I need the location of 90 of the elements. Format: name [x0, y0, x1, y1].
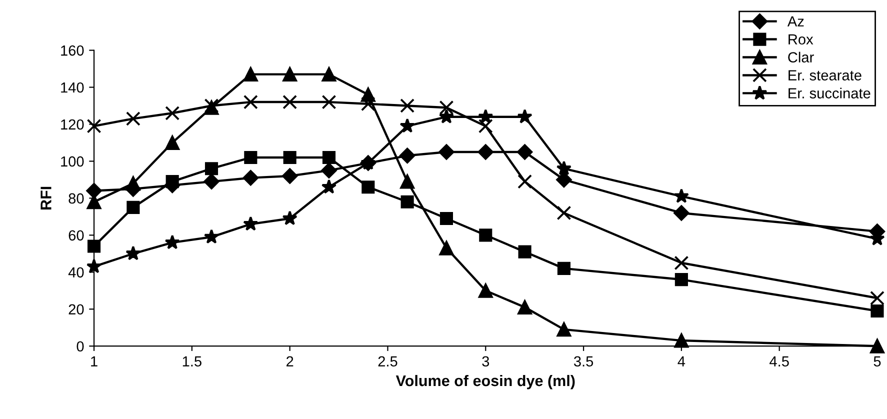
y-tick-label: 0: [76, 341, 84, 352]
y-axis-title: RFI: [40, 186, 52, 210]
point: [322, 94, 336, 110]
point: [518, 300, 532, 314]
y-tick-label: 80: [68, 193, 84, 204]
point: [478, 108, 494, 124]
point: [282, 210, 298, 226]
x-tick-label: 4.5: [770, 356, 789, 367]
point: [439, 240, 454, 256]
point: [243, 67, 258, 82]
point: [282, 67, 298, 82]
point: [556, 172, 572, 188]
point: [126, 111, 140, 126]
point: [244, 150, 258, 164]
y-tick-label: 140: [61, 82, 84, 93]
point: [399, 148, 416, 164]
point: [870, 304, 884, 318]
x-tick-label: 5: [874, 356, 881, 367]
point: [518, 174, 532, 189]
point: [478, 283, 493, 298]
y-tick-label: 120: [61, 119, 84, 130]
point: [86, 182, 102, 199]
point: [518, 245, 532, 258]
point: [440, 212, 453, 226]
point: [164, 234, 180, 250]
point: [86, 258, 102, 274]
point: [321, 179, 337, 194]
point: [204, 174, 220, 190]
point: [438, 144, 454, 160]
point: [243, 216, 258, 231]
x-tick-label: 3: [482, 356, 490, 367]
point: [438, 108, 454, 124]
x-tick-label: 1.5: [182, 356, 202, 367]
point: [557, 262, 570, 275]
x-tick-label: 2.5: [378, 356, 398, 367]
point: [674, 273, 688, 286]
x-tick-label: 1: [91, 356, 98, 366]
y-tick-label: 60: [68, 230, 84, 241]
point: [360, 96, 376, 112]
point: [322, 150, 336, 164]
point: [166, 175, 179, 188]
point: [870, 338, 884, 354]
y-tick-label: 40: [68, 267, 84, 278]
point: [126, 200, 140, 214]
legend-label: Er. stearate: [788, 70, 862, 80]
point: [674, 333, 689, 348]
point: [204, 162, 218, 176]
legend-label: Clar: [788, 52, 814, 63]
point: [870, 290, 884, 306]
point: [478, 144, 494, 160]
point: [165, 135, 180, 150]
point: [282, 94, 298, 110]
point: [86, 118, 102, 134]
point: [556, 322, 572, 337]
point: [516, 144, 533, 160]
point: [556, 160, 572, 176]
point: [362, 180, 375, 194]
point: [674, 188, 690, 203]
y-tick-label: 100: [61, 156, 84, 167]
point: [479, 228, 492, 242]
point: [87, 240, 101, 253]
point: [400, 174, 415, 189]
point: [283, 150, 296, 164]
point: [478, 118, 493, 134]
point: [556, 206, 572, 220]
point: [165, 106, 180, 120]
x-tick-label: 3.5: [574, 356, 594, 367]
point: [517, 108, 532, 124]
x-axis-title: Volume of eosin dye (ml): [396, 374, 575, 390]
legend-label: Az: [787, 16, 804, 26]
y-tick-label: 160: [61, 45, 84, 56]
y-tick-label: 20: [68, 304, 84, 315]
point: [400, 195, 414, 208]
point: [400, 118, 415, 133]
point: [204, 229, 220, 244]
point: [126, 176, 140, 191]
point: [674, 256, 689, 270]
point: [400, 98, 415, 113]
x-tick-label: 2: [286, 356, 294, 366]
point: [322, 67, 336, 82]
point: [321, 162, 337, 178]
point: [242, 170, 259, 186]
point: [243, 94, 258, 110]
legend-label: Rox: [788, 34, 814, 45]
point: [282, 168, 298, 184]
point: [126, 246, 141, 260]
point: [674, 205, 690, 221]
legend-label: Er. succinate: [788, 88, 870, 98]
x-tick-label: 4: [678, 356, 686, 366]
point: [439, 100, 454, 115]
